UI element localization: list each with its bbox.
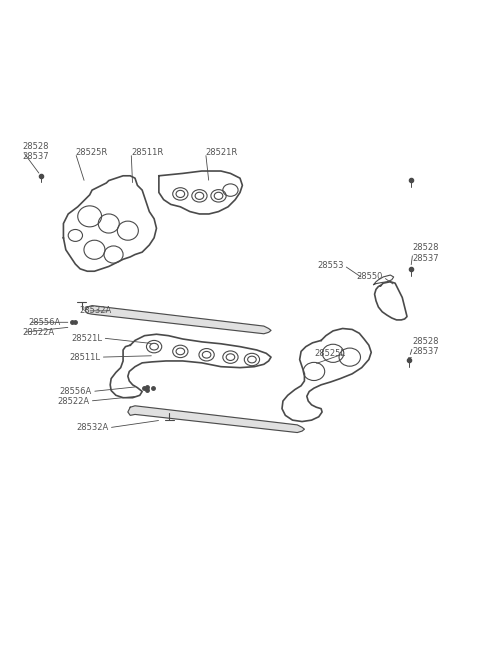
Text: 28550: 28550 bbox=[357, 273, 383, 281]
Text: 28521L: 28521L bbox=[72, 334, 103, 342]
Text: 28522A: 28522A bbox=[58, 397, 90, 405]
Text: 28511R: 28511R bbox=[131, 148, 164, 158]
Text: 28532A: 28532A bbox=[76, 423, 109, 432]
Text: 28521R: 28521R bbox=[205, 148, 238, 158]
Text: 28532A: 28532A bbox=[79, 306, 111, 315]
Text: 28556A: 28556A bbox=[29, 318, 61, 327]
Text: 28522A: 28522A bbox=[23, 328, 55, 337]
Text: 28511L: 28511L bbox=[70, 353, 101, 361]
Polygon shape bbox=[85, 306, 271, 334]
Text: 28525R: 28525R bbox=[75, 148, 108, 158]
Text: 28528
28537: 28528 28537 bbox=[23, 142, 49, 161]
Text: 28556A: 28556A bbox=[60, 387, 92, 396]
Text: 28553: 28553 bbox=[318, 261, 344, 270]
Text: 28528
28537: 28528 28537 bbox=[413, 243, 439, 263]
Polygon shape bbox=[128, 406, 304, 432]
Text: 28528
28537: 28528 28537 bbox=[413, 337, 439, 356]
Text: 28525L: 28525L bbox=[314, 349, 345, 358]
